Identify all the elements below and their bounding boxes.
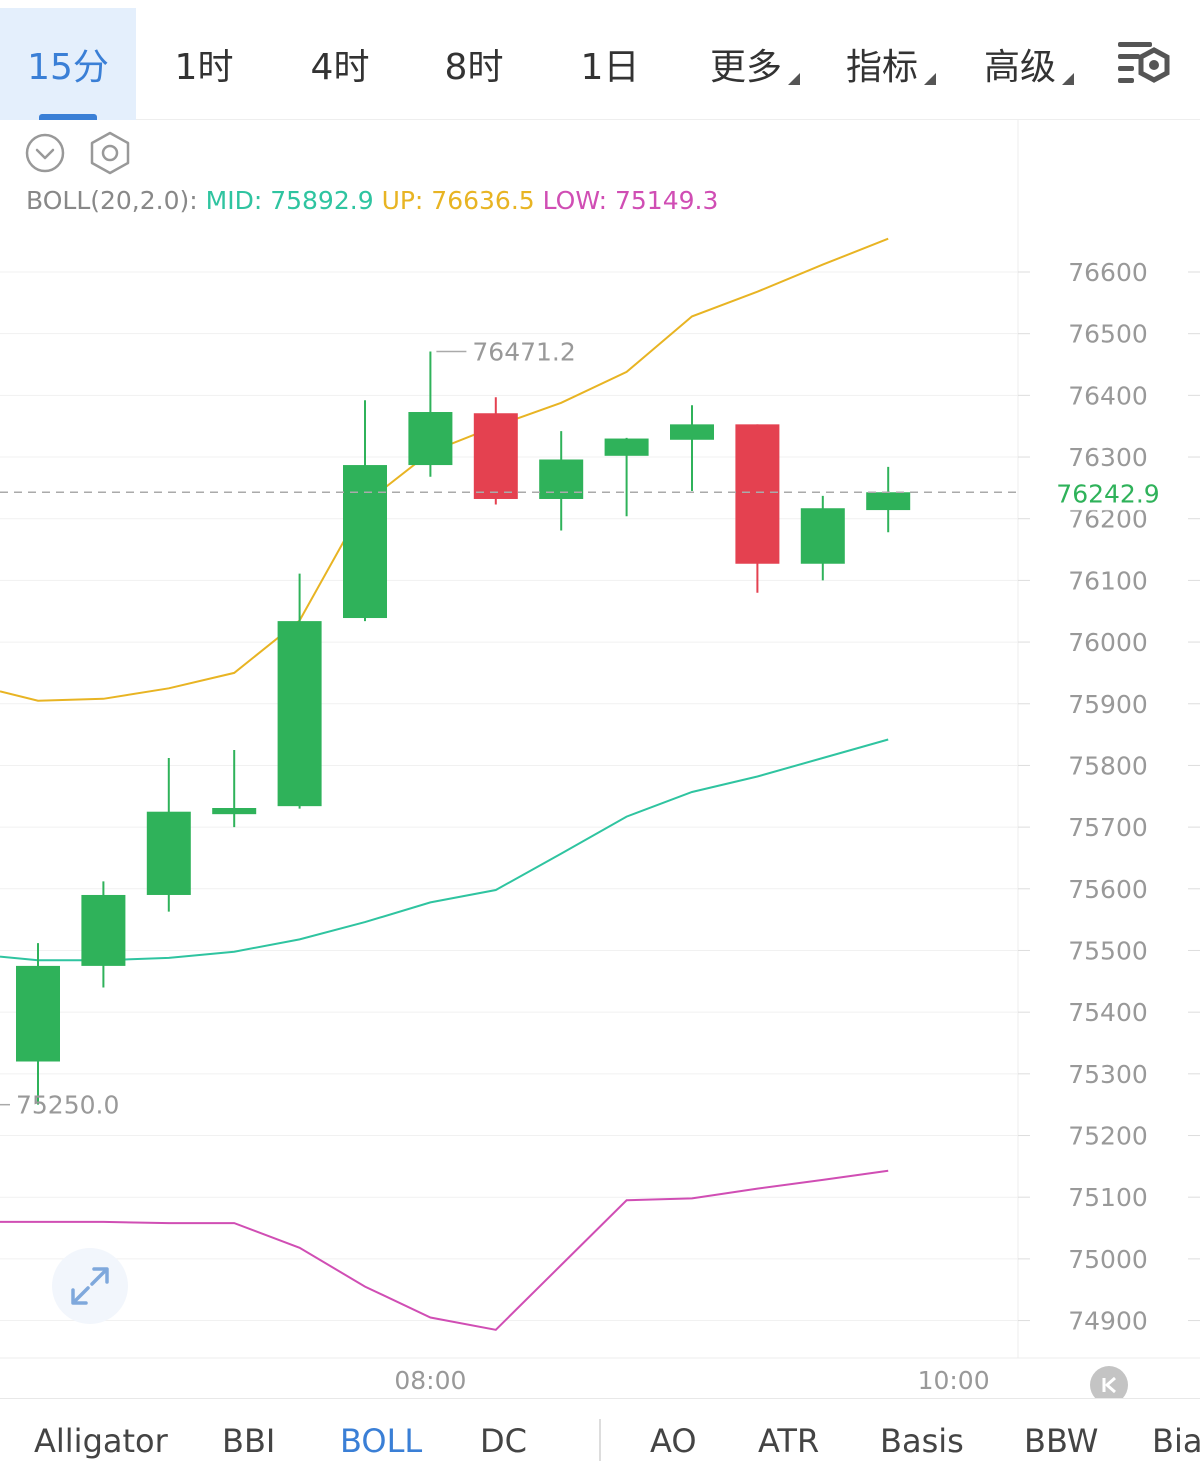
indicator-label: ATR <box>758 1421 820 1460</box>
price-tick-label: 75300 <box>1068 1060 1148 1089</box>
price-tick-label: 75400 <box>1068 998 1148 1027</box>
indicator-bias[interactable]: Bias <box>1152 1399 1200 1481</box>
chart-settings-icon <box>1118 42 1170 83</box>
corner-triangle-icon <box>1062 73 1075 85</box>
chart-panel[interactable]: 76600 76500 76400 76300 76200 76100 76000 75900… <box>0 120 1200 1398</box>
tab-15m-label: 15分 <box>27 47 109 88</box>
expand-arrows-icon <box>71 1267 109 1305</box>
indicator-label: DC <box>480 1421 527 1460</box>
chart-settings-button[interactable] <box>1112 36 1176 92</box>
scroll-to-latest-button[interactable] <box>1090 1366 1128 1404</box>
tab-1d[interactable]: 1日 <box>552 8 668 120</box>
indicator-atr[interactable]: ATR <box>758 1399 819 1481</box>
price-tick-label: 75200 <box>1068 1122 1148 1151</box>
advanced-menu[interactable]: 高级 <box>984 8 1075 120</box>
current-price-tag <box>1020 474 1198 511</box>
indicator-basis[interactable]: Basis <box>880 1399 964 1481</box>
indicator-label: BOLL <box>340 1421 423 1460</box>
indicator-ao[interactable]: AO <box>650 1399 697 1481</box>
candle-body-up <box>277 621 322 807</box>
indicator-label: AO <box>650 1421 697 1460</box>
price-tick-label: 76400 <box>1068 381 1148 410</box>
corner-triangle-icon <box>788 73 801 85</box>
candle-body-up <box>866 492 911 511</box>
indicator-tabs: Alligator BBI BOLL DC AO ATR Basis BBW B… <box>0 1398 1200 1481</box>
price-tick-label: 76300 <box>1068 443 1148 472</box>
indicator-label: BBI <box>222 1421 276 1460</box>
candle-body-down <box>473 413 518 499</box>
fullscreen-button[interactable] <box>52 1248 128 1324</box>
chevron-down-circle-icon <box>25 133 65 173</box>
price-tick-label: 76600 <box>1068 258 1148 287</box>
indicator-bbi[interactable]: BBI <box>222 1399 275 1481</box>
time-tick-label: 10:00 <box>918 1366 990 1395</box>
tab-1d-label: 1日 <box>580 47 640 88</box>
boll-lower-line <box>0 1169 889 1331</box>
price-tick-label: 75500 <box>1068 936 1148 965</box>
corner-triangle-icon <box>924 73 937 85</box>
skip-to-end-icon <box>1102 1376 1116 1394</box>
indicators-menu[interactable]: 指标 <box>846 8 937 120</box>
candle-body-down <box>735 424 780 564</box>
boll-mid-line <box>0 738 889 962</box>
indicator-label: Bias <box>1152 1421 1200 1460</box>
legend-low: LOW: 75149.3 <box>542 186 719 215</box>
legend-mid: MID: 75892.9 <box>205 186 374 215</box>
indicator-settings-button[interactable] <box>88 130 132 176</box>
more-menu-label: 更多 <box>710 47 783 88</box>
price-tick-label: 76500 <box>1068 320 1148 349</box>
tab-8h[interactable]: 8时 <box>416 8 532 120</box>
tab-4h[interactable]: 4时 <box>282 8 398 120</box>
candle-body-up <box>16 965 60 1062</box>
interval-toolbar: 15分 1时 4时 8时 1日 更多 指标 高级 <box>0 0 1200 120</box>
candle-body-up <box>800 508 845 564</box>
price-tick-label: 75600 <box>1068 875 1148 904</box>
price-tick-label: 76100 <box>1068 566 1148 595</box>
collapse-legend-button[interactable] <box>24 132 66 174</box>
indicator-boll[interactable]: BOLL <box>340 1399 422 1481</box>
low-price-label: 75250.0 <box>16 1091 119 1120</box>
candle-body-up <box>670 424 714 440</box>
indicator-dc[interactable]: DC <box>480 1399 527 1481</box>
indicators-menu-label: 指标 <box>846 47 919 88</box>
candle-body-up <box>212 807 257 815</box>
indicator-divider <box>599 1419 601 1461</box>
price-tick-label: 75900 <box>1068 690 1148 719</box>
indicator-label: Alligator <box>34 1421 168 1460</box>
price-tick-label: 75100 <box>1068 1183 1148 1212</box>
price-tick-label: 75700 <box>1068 813 1148 842</box>
current-price-label: 76242.9 <box>1056 479 1159 508</box>
candle-body-up <box>146 811 191 895</box>
active-tab-underline <box>39 114 97 120</box>
price-tick-label: 75800 <box>1068 751 1148 780</box>
tab-4h-label: 4时 <box>310 47 370 88</box>
tab-1h-label: 1时 <box>174 47 234 88</box>
legend-up: UP: 76636.5 <box>381 186 535 215</box>
tab-8h-label: 8时 <box>444 47 504 88</box>
legend-name: BOLL(20,2.0): <box>26 186 198 215</box>
tab-1h[interactable]: 1时 <box>146 8 262 120</box>
time-tick-label: 08:00 <box>394 1366 466 1395</box>
advanced-menu-label: 高级 <box>984 47 1057 88</box>
price-tick-label: 76000 <box>1068 628 1148 657</box>
indicator-label: Basis <box>880 1421 964 1460</box>
price-tick-label: 74900 <box>1068 1307 1148 1336</box>
indicator-bbw[interactable]: BBW <box>1024 1399 1098 1481</box>
candle-body-up <box>604 438 649 456</box>
candle-body-up <box>539 459 584 499</box>
tab-15m[interactable]: 15分 <box>0 8 136 120</box>
candle-body-up <box>408 412 453 466</box>
hexagon-gear-icon <box>90 131 130 175</box>
boll-legend: BOLL(20,2.0): MID: 75892.9 UP: 76636.5 L… <box>26 186 718 215</box>
candle-body-up <box>343 465 387 619</box>
indicator-label: BBW <box>1024 1421 1099 1460</box>
price-tick-label: 75000 <box>1068 1245 1148 1274</box>
candlestick-chart[interactable]: 7660076500764007630076200761007600075900… <box>0 120 1200 1398</box>
high-price-label: 76471.2 <box>472 337 575 366</box>
indicator-alligator[interactable]: Alligator <box>34 1399 168 1481</box>
more-menu[interactable]: 更多 <box>710 8 801 120</box>
candle-body-up <box>81 894 126 966</box>
